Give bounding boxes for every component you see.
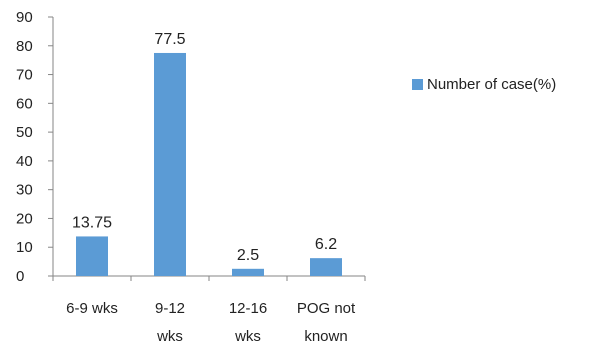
data-label: 13.75 [72,214,112,231]
legend-label: Number of case(%) [427,76,557,93]
y-tick-label: 40 [16,153,33,170]
y-tick-label: 10 [16,239,33,256]
y-tick-label: 20 [16,210,33,227]
data-label: 6.2 [315,236,337,253]
y-tick-label: 80 [16,38,33,55]
y-tick-label: 30 [16,182,33,199]
category-label: POG not [297,300,356,317]
data-label: 2.5 [237,247,259,264]
y-tick-label: 0 [16,268,24,285]
bar [232,268,264,276]
category-label: 9-12 [155,300,185,317]
chart-labels: 13.75 6-9 wks 77.5 9-12 wks 2.5 12-16 wks 6.2 POG… [66,31,356,345]
y-tick-label: 70 [16,67,33,84]
category-label: 6-9 wks [66,300,118,317]
chart-bars [76,52,342,276]
legend-swatch [412,79,423,90]
bar [154,52,186,276]
y-tick-label: 60 [16,95,33,112]
y-tick-label: 90 [16,9,33,26]
bar [76,236,108,276]
y-tick-label: 50 [16,124,33,141]
category-label: wks [234,328,261,345]
category-label: 12-16 [229,300,267,317]
chart-legend: Number of case(%) [412,76,556,93]
category-label: known [304,328,347,345]
chart-axes: 0 10 20 30 40 50 60 70 80 90 [16,9,366,285]
category-label: wks [156,328,183,345]
bar [310,258,342,276]
data-label: 77.5 [154,31,185,48]
